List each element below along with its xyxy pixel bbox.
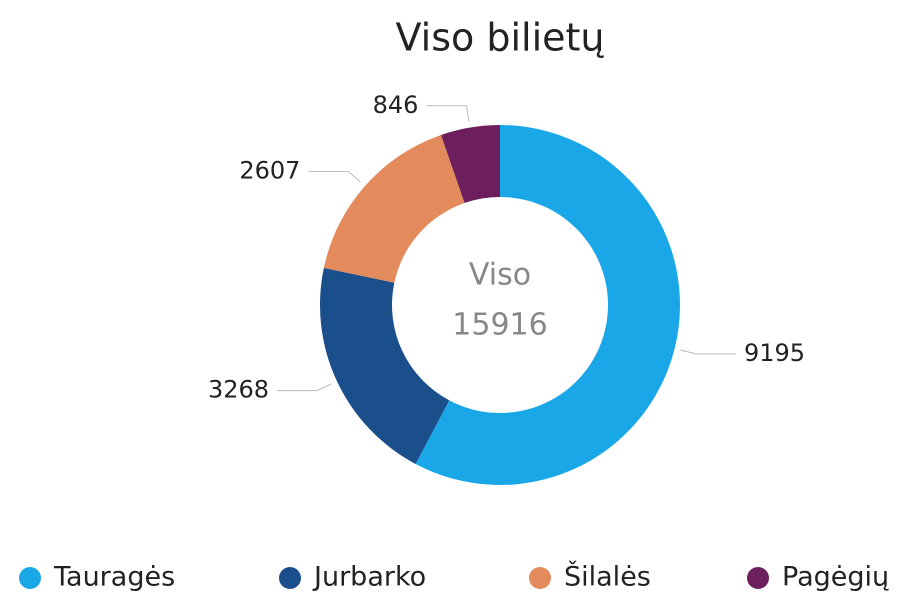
data-label: 846 — [373, 91, 419, 119]
legend-label: Jurbarko — [312, 562, 426, 593]
data-label: 9195 — [744, 339, 805, 367]
leader-line — [426, 105, 470, 122]
leader-line — [680, 349, 737, 355]
legend-label: Tauragės — [53, 562, 175, 593]
legend-marker — [279, 567, 301, 589]
donut-slice — [323, 134, 465, 283]
data-label: 2607 — [239, 156, 300, 184]
legend-label: Šilalės — [564, 561, 651, 593]
legend-marker — [529, 567, 551, 589]
center-value: 15916 — [452, 308, 547, 343]
center-label: Viso — [469, 258, 531, 293]
chart-title: Viso bilietų — [396, 16, 605, 60]
data-label: 3268 — [208, 376, 269, 404]
leader-line — [308, 170, 361, 183]
legend-marker — [747, 567, 769, 589]
donut-slice — [440, 125, 500, 203]
donut-slice — [320, 267, 450, 464]
legend-label: Pagėgių — [782, 562, 889, 593]
legend-marker — [19, 567, 41, 589]
leader-line — [277, 383, 332, 392]
donut-slice — [415, 125, 680, 485]
